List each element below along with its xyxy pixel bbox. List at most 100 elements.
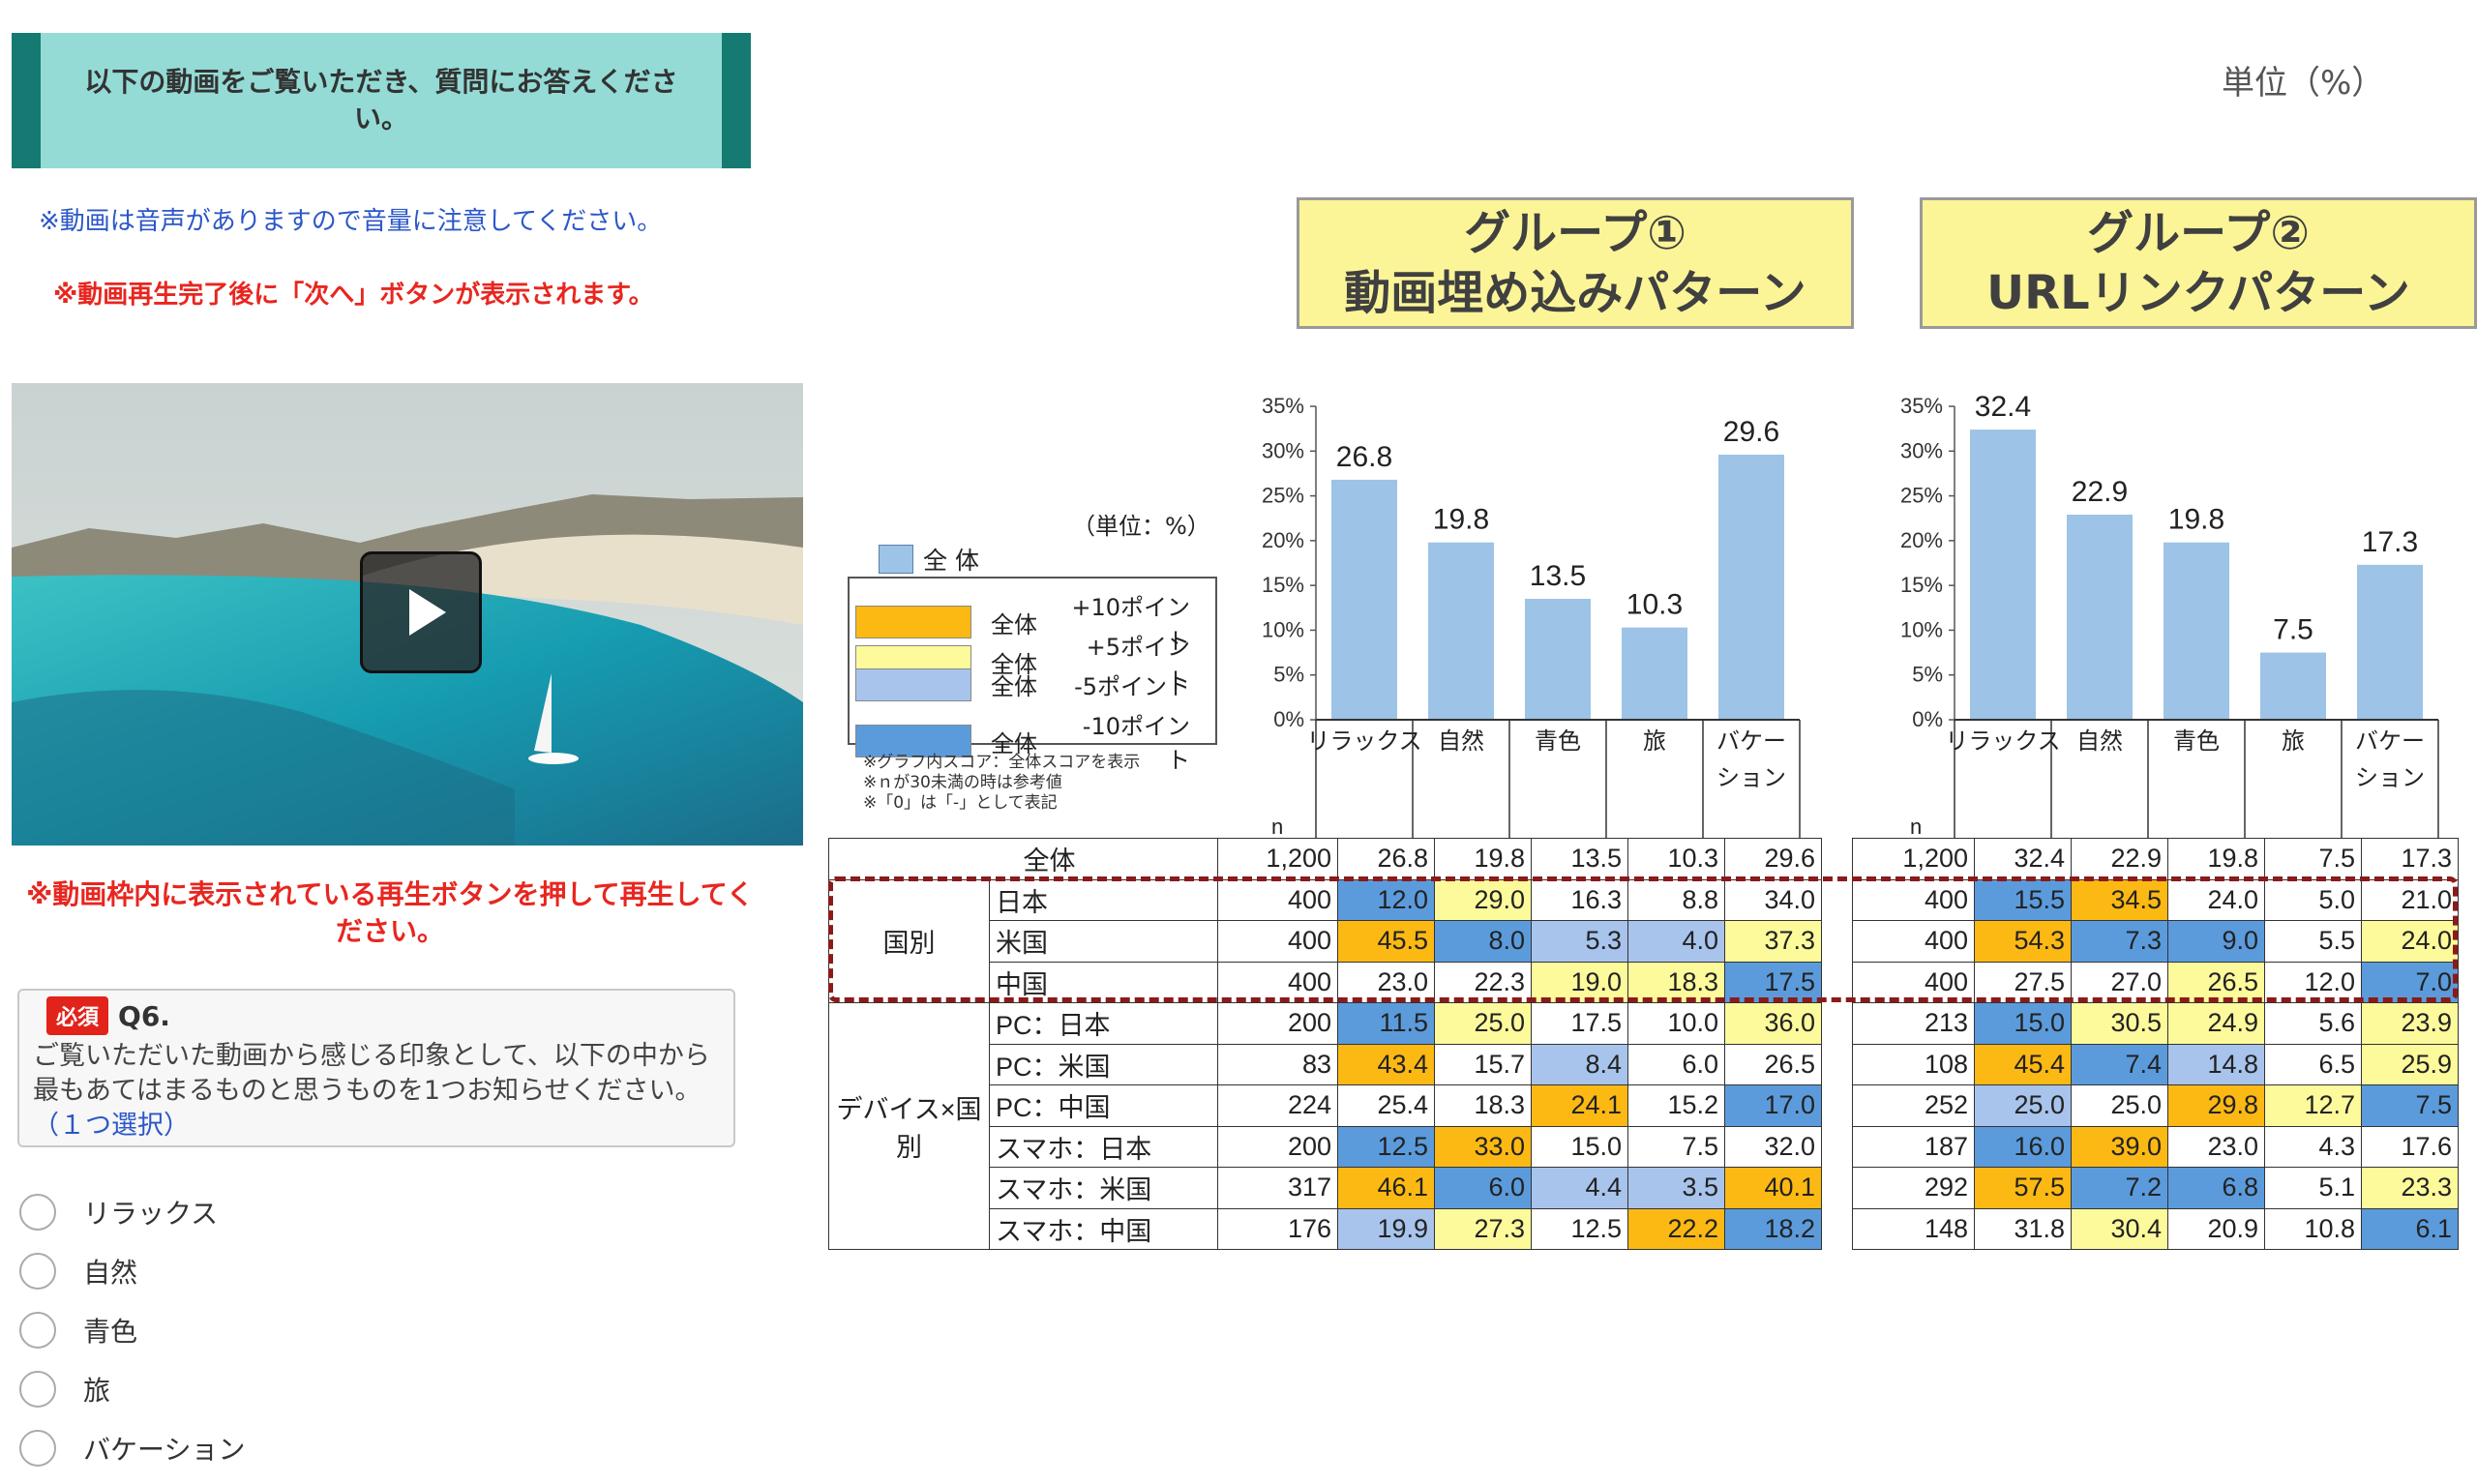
legend-label: 全体 — [991, 729, 1037, 757]
score-cell: 6.0 — [1627, 1043, 1725, 1085]
legend-overall: 全 体 — [879, 542, 979, 577]
radio-button[interactable] — [19, 1430, 56, 1467]
y-tick-label: 0% — [1273, 707, 1304, 731]
score-cell: 24.0 — [2361, 920, 2459, 963]
legend-row: 全体 +10ポイント — [855, 588, 1190, 656]
x-tick-label: バケー — [2355, 728, 2425, 755]
score-cell: 26.5 — [2167, 961, 2265, 1003]
option-row[interactable]: 自然 — [19, 1252, 406, 1291]
score-table: 全体 1,200 26.8 19.8 13.5 10.3 29.6 国別 日本 400 12.0 29… — [828, 838, 1822, 1250]
row-label: PC：米国 — [989, 1043, 1218, 1085]
option-row[interactable]: リラックス — [19, 1193, 406, 1232]
bar-value-label: 29.6 — [1723, 416, 1779, 448]
score-cell: 40.1 — [1724, 1167, 1822, 1209]
legend-desc: -5ポイント — [1074, 673, 1190, 700]
radio-button[interactable] — [19, 1312, 56, 1349]
score-cell: 45.5 — [1337, 920, 1435, 963]
table-row: スマホ：米国 317 46.1 6.0 4.4 3.5 40.1 — [829, 1167, 1822, 1209]
option-row[interactable]: バケーション — [19, 1429, 406, 1468]
row-label: スマホ：日本 — [989, 1125, 1218, 1168]
row-label: PC：中国 — [989, 1084, 1218, 1127]
bar-value-label: 17.3 — [2362, 526, 2418, 558]
x-tick-label: 旅 — [1643, 728, 1666, 755]
score-cell: 4.3 — [2264, 1125, 2362, 1168]
score-cell: 10.3 — [1627, 838, 1725, 880]
table-row: 400 54.3 7.3 9.0 5.5 24.0 — [1852, 920, 2459, 963]
score-cell: 26.8 — [1337, 838, 1435, 880]
score-cell: 10.0 — [1627, 1002, 1725, 1045]
y-tick-label: 20% — [1900, 528, 1943, 552]
table-row: 400 27.5 27.0 26.5 12.0 7.0 — [1852, 961, 2459, 1003]
bar — [1428, 542, 1494, 720]
table-row: 1,200 32.4 22.9 19.8 7.5 17.3 — [1852, 838, 2459, 880]
legend-label: 全体 — [991, 650, 1037, 678]
score-cell: 4.4 — [1531, 1167, 1628, 1209]
score-cell: 12.0 — [2264, 961, 2362, 1003]
score-cell: 24.1 — [1531, 1084, 1628, 1127]
legend-swatch — [855, 725, 971, 757]
score-cell: 7.2 — [2071, 1167, 2168, 1209]
table-row: PC：中国 224 25.4 18.3 24.1 15.2 17.0 — [829, 1084, 1822, 1127]
row-label: 日本 — [989, 878, 1218, 921]
x-tick-label: 自然 — [1438, 728, 1484, 755]
option-row[interactable]: 旅 — [19, 1370, 406, 1409]
table-row: 400 15.5 34.5 24.0 5.0 21.0 — [1852, 878, 2459, 921]
bar — [1622, 627, 1687, 720]
score-cell: 25.0 — [1974, 1084, 2072, 1127]
question-body: ご覧いただいた動画から感じる印象として、以下の中から最もあてはまるものと思うもの… — [33, 1041, 710, 1106]
legend-desc: -10ポイント — [1082, 713, 1190, 774]
row-label: 全体 — [828, 838, 1218, 880]
score-cell: 31.8 — [1974, 1207, 2072, 1250]
option-row[interactable]: 青色 — [19, 1311, 406, 1350]
y-tick-label: 20% — [1262, 528, 1304, 552]
score-cell: 6.8 — [2167, 1167, 2265, 1209]
row-label: スマホ：米国 — [989, 1167, 1218, 1209]
x-tick-label: 青色 — [2173, 728, 2220, 755]
y-tick-label: 35% — [1262, 394, 1304, 418]
score-cell: 39.0 — [2071, 1125, 2168, 1168]
question-box: 必須 Q6. ご覧いただいた動画から感じる印象として、以下の中から最もあてはまる… — [17, 989, 735, 1147]
score-cell: 18.3 — [1434, 1084, 1532, 1127]
legend-label: 全体 — [991, 610, 1037, 638]
y-tick-label: 5% — [1273, 663, 1304, 687]
radio-button[interactable] — [19, 1194, 56, 1231]
x-tick-label: 旅 — [2282, 728, 2305, 755]
bar — [2357, 564, 2423, 720]
legend-row: 全体 -10ポイント — [855, 707, 1190, 775]
table-row: 中国 400 23.0 22.3 19.0 18.3 17.5 — [829, 961, 1822, 1003]
score-cell: 30.4 — [2071, 1207, 2168, 1250]
y-tick-label: 30% — [1262, 438, 1304, 462]
legend-row: 全体 +5ポイント — [855, 628, 1190, 696]
score-cell: 33.0 — [1434, 1125, 1532, 1168]
row-group-label: 国別 — [828, 878, 990, 1003]
row-label: スマホ：中国 — [989, 1207, 1218, 1250]
video-player[interactable] — [12, 383, 803, 846]
bar-value-label: 7.5 — [2273, 614, 2313, 646]
legend-unit: （単位：%） — [1072, 513, 1210, 540]
score-cell: 5.0 — [2264, 878, 2362, 921]
table-row: スマホ：中国 176 19.9 27.3 12.5 22.2 18.2 — [829, 1207, 1822, 1250]
n-cell: 200 — [1217, 1002, 1338, 1045]
x-tick-label: ション — [2355, 765, 2425, 791]
table-row: 国別 日本 400 12.0 29.0 16.3 8.8 34.0 — [828, 878, 1822, 1003]
radio-button[interactable] — [19, 1253, 56, 1290]
group2-title-line1: グループ② — [2087, 206, 2310, 260]
table-row: デバイス×国別 PC：日本 200 11.5 25.0 17.5 10.0 36.0 — [828, 1002, 1822, 1250]
y-tick-label: 10% — [1262, 617, 1304, 641]
score-cell: 12.7 — [2264, 1084, 2362, 1127]
score-cell: 57.5 — [1974, 1167, 2072, 1209]
n-cell: 200 — [1217, 1125, 1338, 1168]
table-row: 213 15.0 30.5 24.9 5.6 23.9 — [1852, 1002, 2459, 1045]
y-tick-label: 15% — [1900, 573, 1943, 597]
radio-button[interactable] — [19, 1371, 56, 1408]
video-play-button[interactable] — [360, 551, 482, 673]
n-cell: 252 — [1852, 1084, 1975, 1127]
y-tick-label: 25% — [1900, 484, 1943, 508]
group1-title-line1: グループ① — [1464, 206, 1686, 260]
score-cell: 17.0 — [1724, 1084, 1822, 1127]
score-cell: 27.0 — [2071, 961, 2168, 1003]
chart-group2: 0% 5% 10% 15% 20% 25% 30% 35% 32.4 22.9 19.8 7.5 17.… — [1900, 391, 2439, 838]
chart-group1: 0% 5% 10% 15% 20% 25% 30% 35% 26.8 19.8 13.5 10.3 29… — [1262, 394, 1801, 838]
play-note: ※動画枠内に表示されている再生ボタンを押して再生してください。 — [26, 878, 754, 947]
legend-overall-swatch — [879, 545, 913, 574]
